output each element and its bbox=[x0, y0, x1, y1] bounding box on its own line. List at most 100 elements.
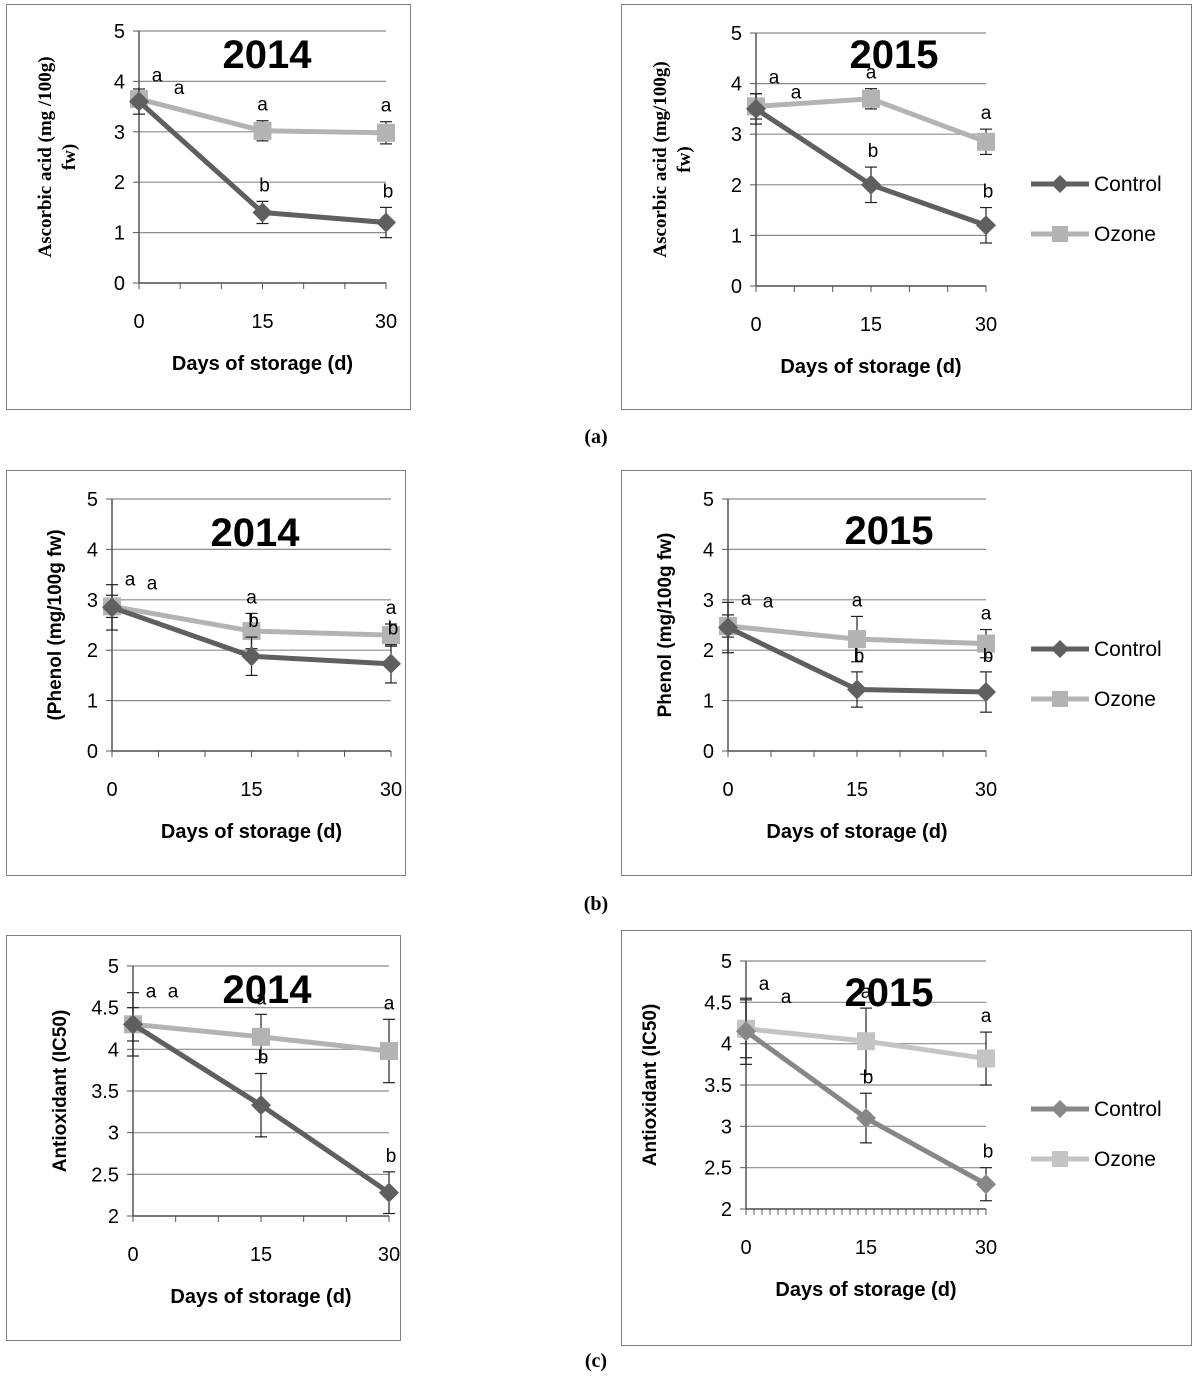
x-tick-label: 15 bbox=[240, 779, 262, 801]
significance-letter: a bbox=[861, 982, 872, 1003]
control-marker bbox=[746, 98, 766, 119]
y-tick-label: 2.5 bbox=[91, 1164, 119, 1186]
significance-letter: a bbox=[781, 987, 792, 1008]
y-axis-label: Ascorbic acid (mg /100g) bbox=[35, 56, 56, 257]
significance-letter: b bbox=[383, 181, 394, 202]
caption-a: (a) bbox=[584, 426, 608, 448]
x-tick-label: 15 bbox=[860, 314, 882, 336]
y-tick-label: 4 bbox=[87, 539, 98, 561]
x-tick-label: 30 bbox=[375, 311, 397, 333]
x-tick-label: 0 bbox=[750, 314, 761, 336]
significance-letter: b bbox=[863, 1067, 874, 1088]
y-axis-label: Antioxidant (IC50) bbox=[640, 1004, 661, 1167]
chart-phenol-2015: 0 1 2 3 4 5 0 15 30 Days of storage (d) Phenol (mg… bbox=[655, 489, 1162, 843]
y-tick-label: 4.5 bbox=[704, 992, 732, 1014]
control-marker bbox=[102, 597, 122, 618]
y-tick-label: 3 bbox=[114, 122, 125, 144]
y-tick-label: 5 bbox=[731, 23, 742, 45]
significance-letter: b bbox=[983, 182, 994, 203]
control-marker bbox=[241, 646, 262, 667]
y-tick-label: 4 bbox=[703, 539, 714, 561]
significance-letter: a bbox=[168, 982, 179, 1003]
legend-control-marker bbox=[1051, 640, 1069, 658]
y-tick-label: 0 bbox=[114, 273, 125, 295]
y-tick-label: 5 bbox=[108, 956, 119, 978]
x-axis-label: Days of storage (d) bbox=[766, 821, 947, 843]
y-axis-label: fw) bbox=[674, 146, 695, 172]
ozone-marker bbox=[253, 121, 272, 140]
control-marker bbox=[123, 1014, 143, 1035]
x-tick-label: 0 bbox=[722, 779, 733, 801]
ozone-marker bbox=[977, 132, 995, 151]
y-tick-label: 3 bbox=[703, 590, 714, 612]
legend-ozone-label: Ozone bbox=[1094, 688, 1156, 711]
panel-ascorbic-2015: 0 1 2 3 4 5 0 15 30 Days of storage (d) Ascorbic a… bbox=[621, 4, 1192, 410]
x-axis-label: Days of storage (d) bbox=[780, 356, 961, 378]
caption-b: (b) bbox=[583, 893, 609, 915]
control-marker bbox=[251, 1095, 271, 1116]
control-marker bbox=[736, 1021, 756, 1042]
y-tick-label: 3 bbox=[108, 1123, 119, 1145]
x-tick-label: 30 bbox=[975, 1237, 997, 1259]
y-axis-label: Antioxidant (IC50) bbox=[50, 1010, 71, 1173]
y-tick-label: 1 bbox=[114, 223, 125, 245]
y-tick-label: 4 bbox=[731, 74, 742, 96]
ozone-marker bbox=[848, 630, 866, 649]
caption-c: (c) bbox=[584, 1350, 608, 1372]
significance-letter: a bbox=[384, 993, 395, 1014]
control-marker bbox=[976, 1174, 996, 1195]
y-axis-label: Phenol (mg/100g fw) bbox=[655, 533, 676, 718]
significance-letter: a bbox=[246, 587, 257, 608]
y-tick-label: 5 bbox=[721, 951, 732, 973]
significance-letter: a bbox=[256, 988, 267, 1009]
significance-letter: a bbox=[386, 598, 397, 619]
chart-antioxidant-2015: 2 2.5 3 3.5 4 4.5 5 0 15 30 Days of storage (d) Ant… bbox=[640, 951, 1162, 1301]
significance-letter: a bbox=[791, 83, 802, 104]
control-marker bbox=[129, 91, 149, 112]
ozone-marker bbox=[380, 1042, 398, 1060]
significance-letter: a bbox=[125, 569, 136, 590]
y-tick-label: 4.5 bbox=[91, 998, 119, 1020]
y-tick-label: 0 bbox=[703, 741, 714, 763]
chart-title: 2014 bbox=[223, 968, 313, 1012]
control-marker bbox=[856, 1108, 876, 1129]
chart-ascorbic-2015: 0 1 2 3 4 5 0 15 30 Days of storage (d) Ascorbic a… bbox=[650, 23, 1162, 378]
control-marker bbox=[861, 174, 881, 195]
ozone-marker bbox=[377, 123, 395, 142]
significance-letter: b bbox=[868, 141, 879, 162]
legend-ozone-marker bbox=[1052, 226, 1068, 242]
y-tick-label: 3.5 bbox=[91, 1081, 119, 1103]
y-tick-label: 3 bbox=[731, 124, 742, 146]
significance-letter: a bbox=[769, 68, 780, 89]
y-tick-label: 0 bbox=[731, 276, 742, 298]
significance-letter: a bbox=[759, 974, 770, 995]
x-axis-label: Days of storage (d) bbox=[161, 821, 342, 843]
x-tick-label: 30 bbox=[975, 314, 997, 336]
legend-control-label: Control bbox=[1094, 173, 1162, 196]
y-tick-label: 3 bbox=[721, 1116, 732, 1138]
panel-ascorbic-2014: 0 1 2 3 4 5 0 15 30 Days of storage (d) Ascorbic a… bbox=[6, 4, 411, 410]
x-tick-label: 15 bbox=[846, 779, 868, 801]
chart-title: 2014 bbox=[211, 511, 301, 555]
legend-control-label: Control bbox=[1094, 638, 1162, 661]
significance-letter: b bbox=[258, 1048, 269, 1069]
significance-letter: b bbox=[983, 646, 994, 667]
y-tick-label: 4 bbox=[721, 1034, 732, 1056]
y-tick-label: 2 bbox=[731, 175, 742, 197]
chart-ascorbic-2014: 0 1 2 3 4 5 0 15 30 Days of storage (d) Ascorbic a… bbox=[35, 21, 397, 375]
significance-letter: b bbox=[854, 646, 865, 667]
y-tick-label: 4 bbox=[114, 71, 125, 93]
significance-letter: b bbox=[388, 619, 399, 640]
significance-letter: a bbox=[852, 590, 863, 611]
significance-letter: a bbox=[981, 1006, 992, 1027]
control-marker bbox=[718, 617, 738, 638]
control-marker bbox=[976, 682, 996, 703]
chart-title: 2015 bbox=[845, 509, 934, 553]
ozone-marker bbox=[977, 1049, 995, 1068]
legend-ozone-marker bbox=[1052, 691, 1068, 707]
y-tick-label: 2 bbox=[703, 640, 714, 662]
y-axis-label: Ascorbic acid (mg/100g) bbox=[650, 61, 671, 257]
significance-letter: a bbox=[146, 982, 157, 1003]
significance-letter: a bbox=[981, 604, 992, 625]
y-tick-label: 1 bbox=[87, 691, 98, 713]
